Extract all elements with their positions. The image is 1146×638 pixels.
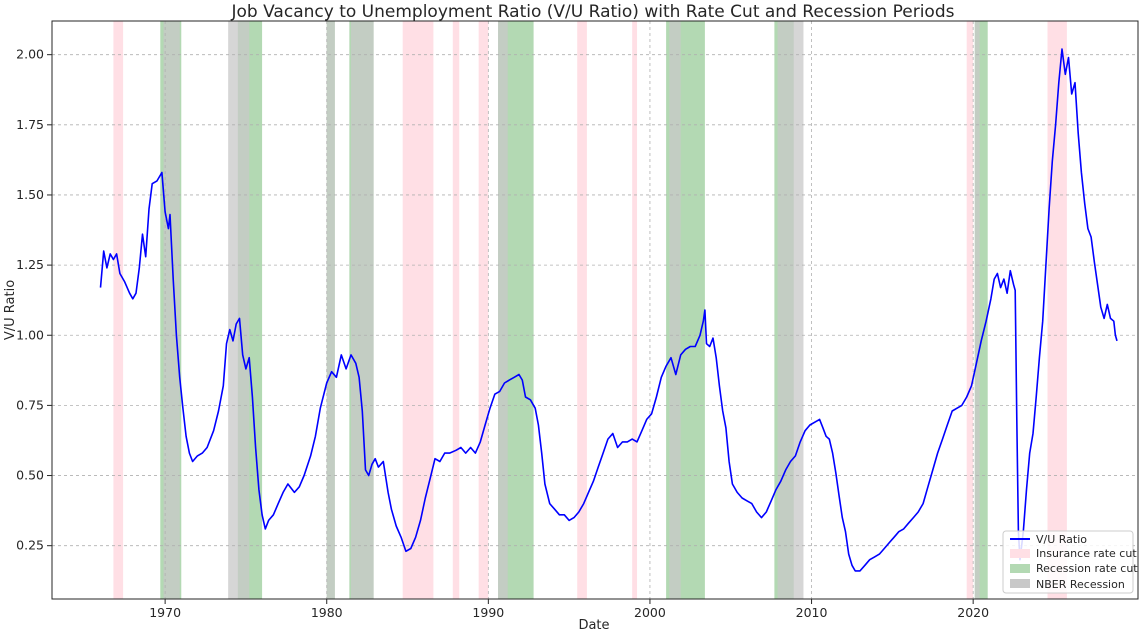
- y-axis-label: V/U Ratio: [3, 280, 18, 340]
- x-tick-label: 1970: [149, 605, 181, 620]
- legend-swatch-nber: [1010, 579, 1030, 588]
- shade-insurance-rate-cut: [452, 21, 460, 599]
- shade-nber-recession: [326, 21, 335, 599]
- x-tick-label: 1980: [311, 605, 343, 620]
- legend-label-insurance: Insurance rate cut: [1036, 547, 1137, 560]
- shade-nber-recession: [777, 21, 804, 599]
- legend-swatch-recession-cut: [1010, 564, 1030, 573]
- y-tick-label: 1.50: [16, 187, 44, 202]
- shade-insurance-rate-cut: [478, 21, 489, 599]
- chart-title: Job Vacancy to Unemployment Ratio (V/U R…: [231, 2, 955, 22]
- shade-nber-recession: [350, 21, 374, 599]
- legend-label-recession-cut: Recession rate cut: [1036, 562, 1138, 575]
- y-tick-label: 0.75: [16, 397, 44, 412]
- x-tick-label: 2000: [634, 605, 666, 620]
- y-tick-label: 0.50: [16, 468, 44, 483]
- y-tick-label: 1.75: [16, 117, 44, 132]
- shade-insurance-rate-cut: [113, 21, 124, 599]
- y-tick-label: 2.00: [16, 47, 44, 62]
- plot-frame: [51, 20, 1139, 600]
- shade-nber-recession: [498, 21, 508, 599]
- x-tick-label: 2010: [796, 605, 828, 620]
- legend-swatch-insurance: [1010, 549, 1030, 558]
- shade-nber-recession: [974, 21, 980, 599]
- shade-insurance-rate-cut: [402, 21, 434, 599]
- shade-insurance-rate-cut: [577, 21, 587, 599]
- y-tick-label: 0.25: [16, 538, 44, 553]
- legend-label-vu-ratio: V/U Ratio: [1036, 533, 1087, 546]
- legend-box: [1002, 530, 1134, 594]
- grid-lines: [52, 21, 1138, 599]
- legend: V/U Ratio Insurance rate cut Recession r…: [1002, 530, 1138, 594]
- shade-nber-recession: [163, 21, 180, 599]
- y-axis-ticks: 0.25 0.50 0.75 1.00 1.25 1.50 1.75 2.00: [16, 47, 52, 553]
- y-tick-label: 1.00: [16, 327, 44, 342]
- x-axis-label: Date: [578, 618, 609, 633]
- shade-insurance-rate-cut: [966, 21, 974, 599]
- shade-nber-recession: [228, 21, 250, 599]
- series-line-v-u-ratio: [99, 48, 1118, 572]
- series-lines: [99, 48, 1118, 572]
- shade-nber-recession: [669, 21, 681, 599]
- y-tick-label: 1.25: [16, 257, 44, 272]
- x-axis-ticks: 1970 1980 1990 2000 2010 2020: [149, 599, 989, 620]
- shade-insurance-rate-cut: [632, 21, 638, 599]
- x-tick-label: 1990: [472, 605, 504, 620]
- shaded-regions: [113, 21, 1067, 599]
- x-tick-label: 2020: [957, 605, 989, 620]
- legend-label-nber: NBER Recession: [1036, 578, 1125, 591]
